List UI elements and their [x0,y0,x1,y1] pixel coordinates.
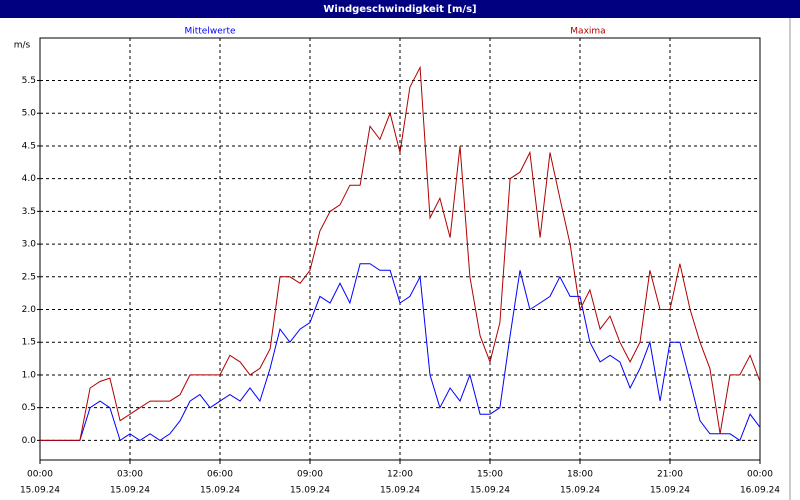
legend-entry: Maxima [570,27,605,37]
x-tick-label: 00:00 [27,470,53,480]
y-tick-label: 1.5 [22,338,36,348]
x-tick-label: 15:00 [477,470,503,480]
x-tick-date: 15.09.24 [380,486,420,496]
series-line [40,263,761,442]
y-tick-label: 3.0 [22,240,37,250]
y-tick-label: 1.0 [22,370,37,380]
x-tick-label: 09:00 [297,470,323,480]
x-tick-label: 21:00 [657,470,683,480]
title-bar [0,0,800,18]
x-tick-date: 15.09.24 [20,486,60,496]
x-tick-date: 16.09.24 [740,486,780,496]
x-tick-date: 15.09.24 [200,486,240,496]
x-tick-label: 18:00 [567,470,593,480]
y-tick-label: 4.5 [22,141,36,151]
x-tick-date: 15.09.24 [560,486,600,496]
y-tick-label: 5.5 [22,76,36,86]
x-tick-label: 00:00 [747,470,773,480]
y-tick-label: 0.0 [22,436,37,446]
y-tick-label: 4.0 [22,174,37,184]
x-tick-date: 15.09.24 [110,486,150,496]
x-tick-date: 15.09.24 [650,486,690,496]
y-tick-label: 5.0 [22,109,37,119]
x-tick-label: 06:00 [207,470,233,480]
x-tick-date: 15.09.24 [290,486,330,496]
plot-frame [39,37,761,461]
x-tick-label: 12:00 [387,470,413,480]
series-line [40,65,761,441]
x-tick-label: 03:00 [117,470,143,480]
y-tick-label: 2.0 [22,305,37,315]
y-tick-label: 0.5 [22,403,36,413]
y-tick-label: 3.5 [22,207,36,217]
x-tick-date: 15.09.24 [470,486,510,496]
y-axis-label: m/s [14,41,31,51]
y-tick-label: 2.5 [22,272,36,282]
chart-title: Windgeschwindigkeit [m/s] [323,4,476,15]
legend-entry: Mittelwerte [184,27,235,37]
